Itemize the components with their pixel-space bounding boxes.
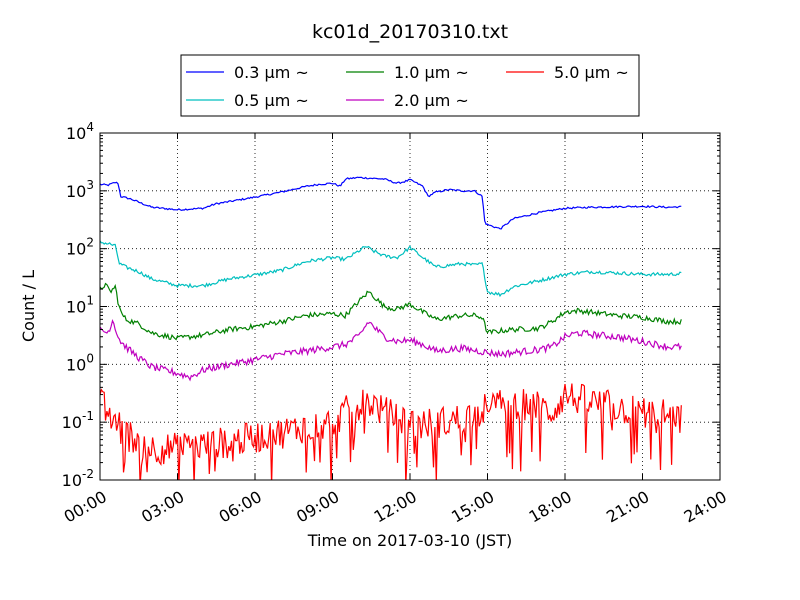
y-tick-base: 10	[66, 124, 86, 143]
y-tick-label: 102	[66, 236, 94, 259]
y-tick-exponent: -1	[82, 409, 94, 423]
x-tick-label: 09:00	[293, 487, 342, 527]
legend-label: 0.5 μm ~	[234, 91, 309, 110]
x-axis-label: Time on 2017-03-10 (JST)	[307, 531, 512, 550]
y-tick-base: 10	[66, 240, 86, 259]
series-line-2	[100, 282, 682, 341]
y-tick-base: 10	[66, 355, 86, 374]
x-tick-label: 21:00	[603, 487, 652, 527]
y-tick-label: 101	[66, 294, 94, 317]
y-tick-exponent: 3	[86, 178, 94, 192]
series-line-1	[100, 240, 682, 298]
y-tick-label: 100	[66, 351, 94, 374]
y-tick-label: 10-2	[62, 467, 94, 490]
x-tick-label: 15:00	[448, 487, 497, 527]
legend: 0.3 μm ~ 0.5 μm ~ 1.0 μm ~ 2.0 μm ~ 5.0 μm ~	[180, 54, 640, 117]
y-tick-exponent: 4	[86, 120, 94, 134]
x-tick-label: 03:00	[138, 487, 187, 527]
chart-title: kc01d_20170310.txt	[312, 21, 508, 43]
y-tick-label: 103	[66, 178, 94, 201]
y-tick-base: 10	[66, 182, 86, 201]
plot-area-border	[99, 132, 721, 481]
x-tick-label: 12:00	[371, 487, 420, 527]
y-tick-base: 10	[66, 298, 86, 317]
y-tick-label: 104	[66, 120, 94, 143]
y-tick-exponent: 2	[86, 236, 94, 250]
series-layer	[100, 176, 682, 480]
y-tick-base: 10	[62, 413, 82, 432]
y-axis-label: Count / L	[19, 270, 38, 342]
legend-label: 1.0 μm ~	[394, 63, 469, 82]
y-tick-label: 10-1	[62, 409, 94, 432]
x-tick-label: 06:00	[216, 487, 265, 527]
series-line-0	[100, 176, 682, 230]
legend-box	[180, 54, 640, 117]
x-tick-label: 18:00	[526, 487, 575, 527]
y-tick-exponent: 0	[86, 351, 94, 365]
x-tick-label: 24:00	[681, 487, 730, 527]
x-tick-label: 00:00	[61, 487, 110, 527]
series-line-4	[100, 383, 682, 480]
legend-label: 0.3 μm ~	[234, 63, 309, 82]
legend-label: 5.0 μm ~	[554, 63, 629, 82]
y-tick-base: 10	[62, 471, 82, 490]
legend-label: 2.0 μm ~	[394, 91, 469, 110]
y-tick-exponent: 1	[86, 294, 94, 308]
axes: 00:00 03:00 06:00 09:00 12:00 15:00 18:00 21:00…	[61, 120, 730, 527]
grid	[100, 133, 720, 480]
y-tick-exponent: -2	[82, 467, 94, 481]
series-line-3	[100, 319, 682, 382]
